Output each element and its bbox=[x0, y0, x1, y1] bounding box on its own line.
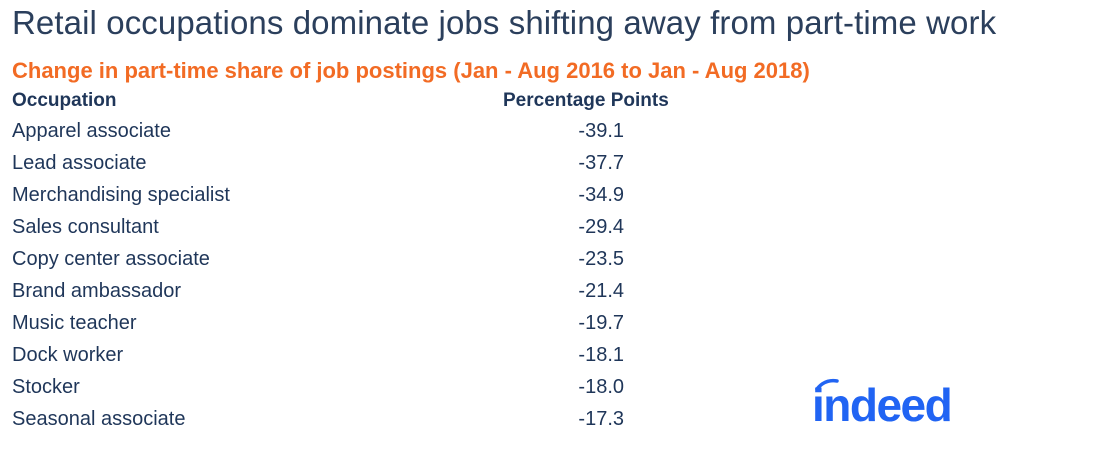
value-cell: -21.4 bbox=[578, 280, 624, 302]
indeed-logo: indeed bbox=[812, 379, 953, 431]
occupation-cell: Brand ambassador bbox=[12, 280, 181, 302]
table-row: Seasonal associate -17.3 bbox=[12, 408, 772, 440]
table-row: Lead associate -37.7 bbox=[12, 152, 772, 184]
occupation-cell: Music teacher bbox=[12, 312, 137, 334]
column-header-percentage-points: Percentage Points bbox=[503, 90, 669, 111]
chart-title: Retail occupations dominate jobs shiftin… bbox=[12, 4, 997, 41]
occupation-cell: Lead associate bbox=[12, 152, 147, 174]
table-header: Occupation Percentage Points bbox=[12, 90, 772, 116]
value-cell: -37.7 bbox=[578, 152, 624, 174]
value-cell: -18.1 bbox=[578, 344, 624, 366]
occupation-cell: Dock worker bbox=[12, 344, 124, 366]
table-row: Stocker -18.0 bbox=[12, 376, 772, 408]
chart-subtitle: Change in part-time share of job posting… bbox=[12, 58, 810, 83]
table-body: Apparel associate -39.1 Lead associate -37.… bbox=[12, 120, 772, 440]
value-cell: -29.4 bbox=[578, 216, 624, 238]
table-row: Copy center associate -23.5 bbox=[12, 248, 772, 280]
occupation-cell: Sales consultant bbox=[12, 216, 159, 238]
occupation-cell: Stocker bbox=[12, 376, 80, 398]
column-header-occupation: Occupation bbox=[12, 90, 117, 111]
value-cell: -18.0 bbox=[578, 376, 624, 398]
value-cell: -17.3 bbox=[578, 408, 624, 430]
value-cell: -39.1 bbox=[578, 120, 624, 142]
table-row: Dock worker -18.1 bbox=[12, 344, 772, 376]
occupation-cell: Seasonal associate bbox=[12, 408, 186, 430]
table-row: Music teacher -19.7 bbox=[12, 312, 772, 344]
table-row: Merchandising specialist -34.9 bbox=[12, 184, 772, 216]
occupation-cell: Copy center associate bbox=[12, 248, 210, 270]
value-cell: -34.9 bbox=[578, 184, 624, 206]
occupation-cell: Merchandising specialist bbox=[12, 184, 230, 206]
logo-arc-icon bbox=[815, 378, 839, 391]
table-row: Apparel associate -39.1 bbox=[12, 120, 772, 152]
value-cell: -23.5 bbox=[578, 248, 624, 270]
table-row: Sales consultant -29.4 bbox=[12, 216, 772, 248]
value-cell: -19.7 bbox=[578, 312, 624, 334]
data-table: Occupation Percentage Points Apparel ass… bbox=[12, 90, 772, 430]
table-row: Brand ambassador -21.4 bbox=[12, 280, 772, 312]
occupation-cell: Apparel associate bbox=[12, 120, 171, 142]
